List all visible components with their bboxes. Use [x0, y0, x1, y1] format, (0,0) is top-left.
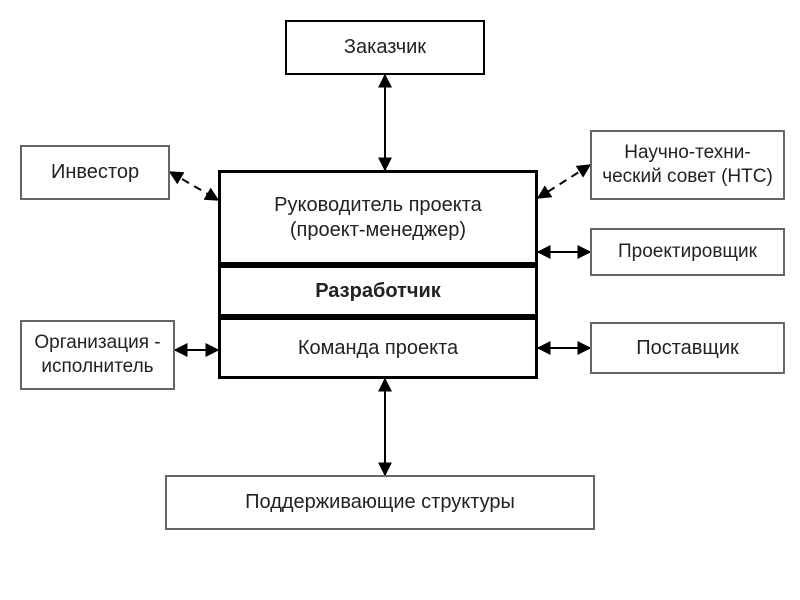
node-label: Проектировщик: [618, 240, 757, 264]
node-support: Поддерживающие структуры: [165, 475, 595, 530]
node-label: Поддерживающие структуры: [245, 490, 515, 515]
node-developer: Разработчик: [218, 265, 538, 317]
node-project-team: Команда проекта: [218, 317, 538, 379]
node-designer: Проектировщик: [590, 228, 785, 276]
diagram-stage: Заказчик Инвестор Организация - исполнит…: [0, 0, 800, 600]
node-label: Руководитель проекта (проект-менеджер): [274, 193, 482, 243]
node-label: Поставщик: [636, 336, 739, 361]
edge-investor-project_manager: [170, 172, 218, 200]
node-supplier: Поставщик: [590, 322, 785, 374]
node-investor: Инвестор: [20, 145, 170, 200]
edge-ntc-project_manager: [538, 165, 590, 198]
node-customer: Заказчик: [285, 20, 485, 75]
node-label: Разработчик: [315, 279, 441, 304]
node-label: Научно-техни- ческий совет (НТС): [602, 141, 773, 189]
node-label: Команда проекта: [298, 336, 458, 361]
node-ntc: Научно-техни- ческий совет (НТС): [590, 130, 785, 200]
node-label: Организация - исполнитель: [34, 331, 160, 379]
node-label: Заказчик: [344, 35, 426, 60]
node-label: Инвестор: [51, 160, 139, 185]
node-org-executor: Организация - исполнитель: [20, 320, 175, 390]
node-project-manager: Руководитель проекта (проект-менеджер): [218, 170, 538, 265]
